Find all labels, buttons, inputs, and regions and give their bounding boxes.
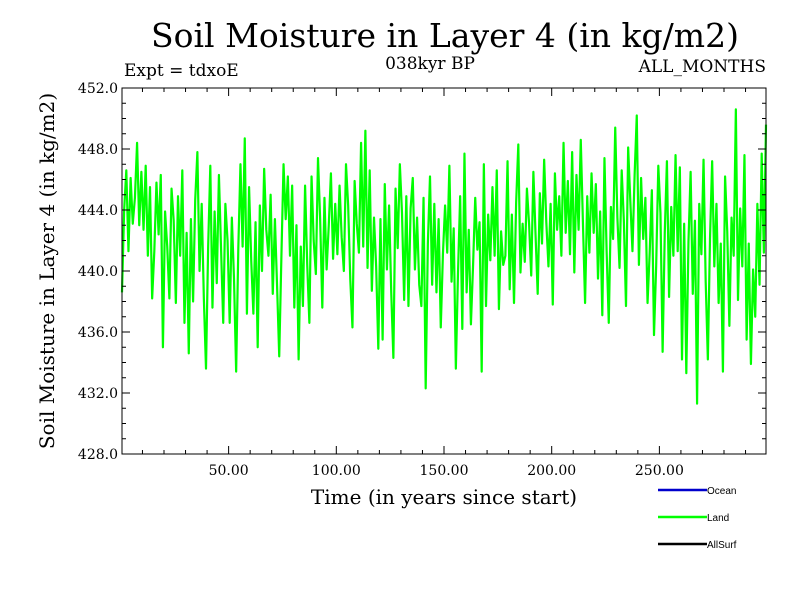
chart-subtitle: 038kyr BP [385,54,475,74]
y-tick-label: 444.0 [78,203,118,219]
x-axis-label: Time (in years since start) [310,485,578,509]
y-tick-label: 448.0 [78,142,118,158]
legend: Ocean Land AllSurf [658,486,737,551]
y-tick-label: 436.0 [78,325,118,341]
legend-label-ocean: Ocean [707,486,736,497]
ticks-layer: 428.0 432.0 436.0 440.0 444.0 448.0 452.0 50.00… [78,81,766,479]
period-label: ALL_MONTHS [638,57,766,77]
legend-label-allsurf: AllSurf [707,540,737,551]
y-tick-label: 428.0 [78,447,118,463]
x-tick-label: 200.00 [527,463,576,479]
legend-label-land: Land [707,513,729,524]
x-tick-label: 50.00 [209,463,249,479]
y-tick-label: 432.0 [78,386,118,402]
y-tick-label: 440.0 [78,264,118,280]
x-tick-label: 150.00 [420,463,469,479]
x-tick-label: 250.00 [635,463,684,479]
y-tick-label: 452.0 [78,81,118,97]
experiment-label: Expt = tdxoE [124,61,239,81]
series-layer [120,108,768,405]
chart-title: Soil Moisture in Layer 4 (in kg/m2) [151,16,739,55]
x-tick-label: 100.00 [312,463,361,479]
series-line-land [120,108,768,405]
